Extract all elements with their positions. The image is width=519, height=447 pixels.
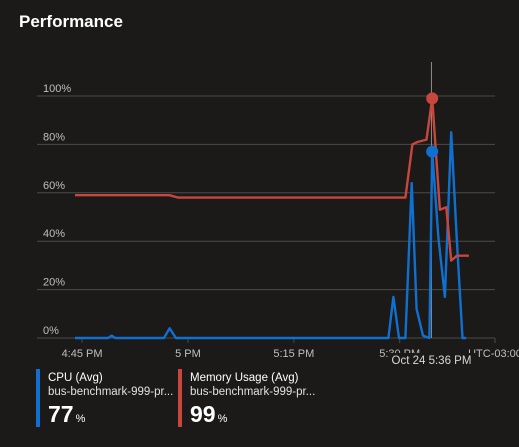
series-line-memory bbox=[75, 97, 469, 262]
legend-resource-cpu: bus-benchmark-999-pr... bbox=[48, 386, 174, 398]
x-tick-label: UTC-03:00 bbox=[468, 348, 519, 360]
legend-value-memory: 99% bbox=[190, 400, 315, 433]
hover-cursor-time-label: Oct 24 5:36 PM bbox=[392, 355, 472, 367]
legend-value-number-cpu: 77 bbox=[48, 401, 74, 427]
y-tick-label: 20% bbox=[43, 277, 65, 289]
legend-value-number-memory: 99 bbox=[190, 401, 216, 427]
legend-name-cpu: CPU (Avg) bbox=[48, 372, 103, 384]
legend-value-unit-cpu: % bbox=[75, 413, 86, 425]
legend-value-unit-memory: % bbox=[217, 413, 228, 425]
hover-marker-cpu bbox=[426, 145, 439, 158]
legend-value-cpu: 77% bbox=[48, 400, 173, 433]
y-tick-label: 60% bbox=[43, 180, 65, 192]
hover-cursor-time-label-bg bbox=[387, 353, 476, 369]
legend-color-bar-memory bbox=[178, 369, 182, 427]
x-tick-label: 5 PM bbox=[175, 348, 201, 360]
x-tick-label: 5:15 PM bbox=[273, 348, 314, 360]
legend-name-memory: Memory Usage (Avg) bbox=[190, 372, 299, 384]
hover-marker-memory bbox=[426, 92, 439, 105]
y-tick-label: 40% bbox=[43, 228, 65, 240]
card-title: Performance bbox=[19, 12, 123, 31]
x-tick-label: 4:45 PM bbox=[62, 348, 103, 360]
y-tick-label: 0% bbox=[43, 325, 59, 337]
y-tick-label: 80% bbox=[43, 131, 65, 143]
legend-resource-memory: bus-benchmark-999-pr... bbox=[190, 386, 316, 398]
legend-color-bar-cpu bbox=[36, 369, 40, 427]
y-tick-label: 100% bbox=[43, 83, 71, 95]
series-line-cpu bbox=[75, 131, 467, 340]
